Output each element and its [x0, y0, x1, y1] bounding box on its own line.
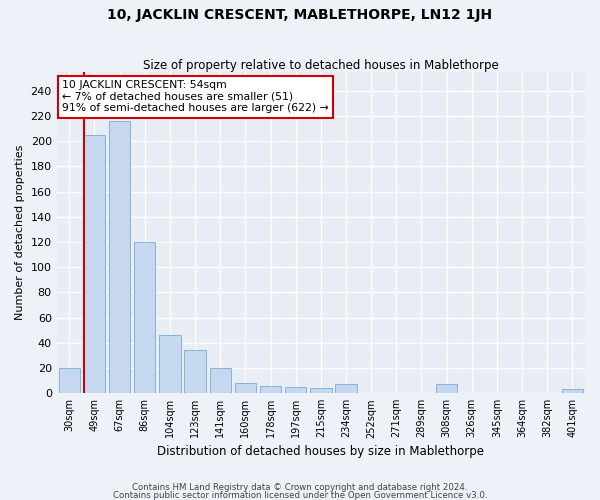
Bar [84, 135, 105, 393]
Bar [335, 384, 356, 393]
Text: 10 JACKLIN CRESCENT: 54sqm
← 7% of detached houses are smaller (51)
91% of semi-: 10 JACKLIN CRESCENT: 54sqm ← 7% of detac… [62, 80, 329, 113]
Text: Contains HM Land Registry data © Crown copyright and database right 2024.: Contains HM Land Registry data © Crown c… [132, 483, 468, 492]
Text: Contains public sector information licensed under the Open Government Licence v3: Contains public sector information licen… [113, 490, 487, 500]
Title: Size of property relative to detached houses in Mablethorpe: Size of property relative to detached ho… [143, 59, 499, 72]
Bar [235, 383, 256, 393]
Bar [260, 386, 281, 393]
Bar [285, 387, 307, 393]
Bar [209, 368, 231, 393]
Bar [134, 242, 155, 393]
Bar [562, 390, 583, 393]
Bar [109, 121, 130, 393]
Bar [436, 384, 457, 393]
Bar [59, 368, 80, 393]
Bar [159, 336, 181, 393]
Bar [310, 388, 332, 393]
Text: 10, JACKLIN CRESCENT, MABLETHORPE, LN12 1JH: 10, JACKLIN CRESCENT, MABLETHORPE, LN12 … [107, 8, 493, 22]
Y-axis label: Number of detached properties: Number of detached properties [15, 145, 25, 320]
X-axis label: Distribution of detached houses by size in Mablethorpe: Distribution of detached houses by size … [157, 444, 484, 458]
Bar [184, 350, 206, 393]
